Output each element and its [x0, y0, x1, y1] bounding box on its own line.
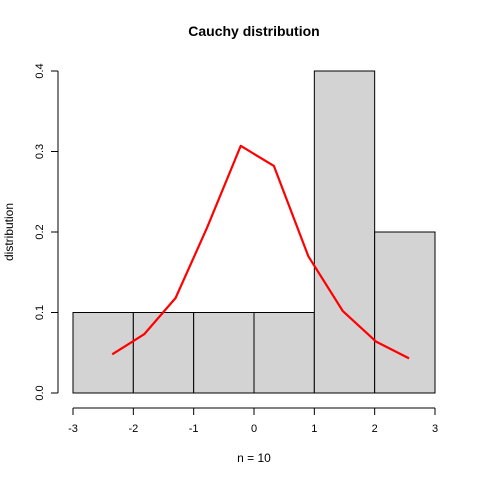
- y-tick-label: 0.4: [34, 63, 46, 78]
- x-tick-label: 0: [251, 423, 257, 435]
- histogram-bar: [72, 312, 134, 394]
- x-tick-label: 1: [311, 423, 317, 435]
- x-tick-label: -3: [68, 423, 78, 435]
- x-tick-label: -2: [128, 423, 138, 435]
- histogram-bar: [132, 312, 195, 394]
- y-tick-label: 0.0: [34, 385, 46, 400]
- histogram-bar: [253, 312, 315, 394]
- y-tick-label: 0.2: [34, 224, 46, 239]
- histogram-bar: [193, 312, 255, 394]
- x-tick-label: -1: [189, 423, 199, 435]
- density-line: [111, 144, 410, 360]
- x-axis-label: n = 10: [237, 451, 271, 465]
- histogram-bar: [313, 70, 376, 394]
- density-curve: [111, 144, 410, 360]
- histogram-bar: [374, 231, 436, 394]
- histogram-bars: [72, 70, 436, 394]
- x-axis: -3 -2 -1 0 1 2 3: [68, 407, 438, 435]
- y-tick-label: 0.3: [34, 144, 46, 159]
- chart-title: Cauchy distribution: [188, 23, 319, 39]
- y-axis-label: distribution: [2, 203, 16, 261]
- y-axis: 0.0 0.1 0.2 0.3 0.4: [34, 63, 59, 401]
- y-tick-label: 0.1: [34, 305, 46, 320]
- x-tick-label: 3: [432, 423, 438, 435]
- x-tick-label: 2: [372, 423, 378, 435]
